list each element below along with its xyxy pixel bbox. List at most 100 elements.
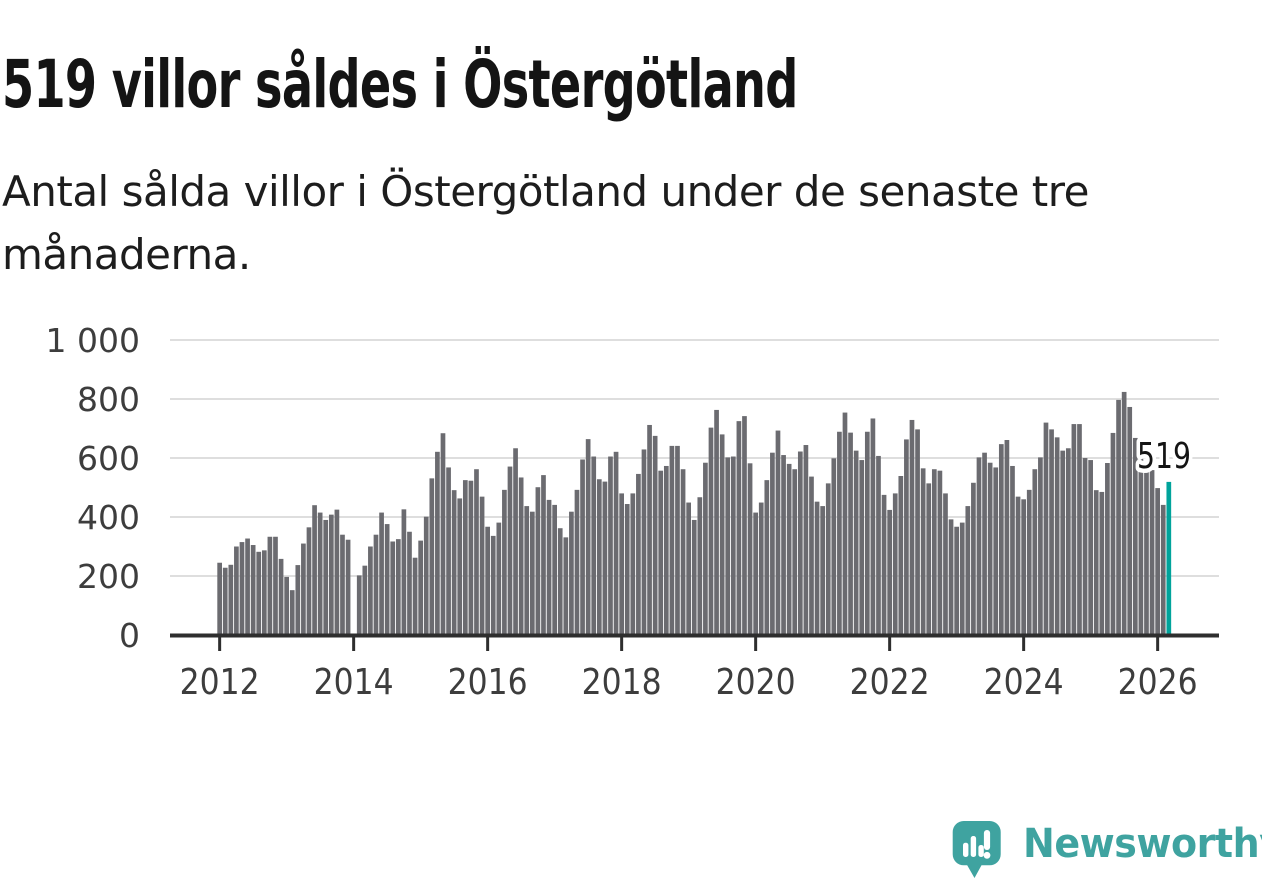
bar <box>931 469 937 635</box>
bar <box>379 512 384 635</box>
bar <box>479 496 485 635</box>
bar <box>496 522 502 635</box>
bar <box>1032 469 1038 635</box>
bar <box>937 470 943 635</box>
bar <box>1127 406 1133 635</box>
bar <box>267 536 273 635</box>
bar <box>993 467 999 635</box>
bar <box>340 534 345 635</box>
bar <box>1082 458 1088 635</box>
bar <box>373 534 379 635</box>
bar <box>306 527 312 635</box>
bar <box>926 483 932 635</box>
logo-bar-3 <box>978 845 984 857</box>
bar <box>1144 467 1149 635</box>
bar <box>1155 488 1160 635</box>
bar <box>976 457 982 635</box>
bar <box>730 456 736 635</box>
bar <box>820 506 825 635</box>
bar <box>853 450 859 636</box>
bar <box>636 473 641 635</box>
bar <box>647 424 652 635</box>
brand-footer: Newsworthy <box>945 808 1262 879</box>
bar <box>1060 450 1066 636</box>
bar <box>1065 448 1071 635</box>
bar <box>898 476 904 635</box>
bar <box>1010 465 1015 635</box>
x-tick-label: 2024 <box>984 662 1064 703</box>
bar <box>814 501 820 635</box>
bar <box>546 499 552 635</box>
bar <box>585 439 591 635</box>
bar <box>518 477 524 635</box>
bar <box>278 558 284 635</box>
y-tick-label: 800 <box>77 380 140 419</box>
bar <box>334 509 340 636</box>
bar <box>831 458 837 635</box>
bar <box>1093 490 1099 635</box>
bar <box>563 537 569 635</box>
bar <box>792 469 798 635</box>
bar <box>1049 429 1054 635</box>
bar <box>323 519 329 635</box>
bar <box>725 457 731 635</box>
bar <box>574 489 580 635</box>
bar <box>284 576 289 635</box>
bar <box>345 539 351 635</box>
bar <box>859 460 865 635</box>
bar <box>753 512 758 635</box>
bar <box>295 565 301 635</box>
bar <box>619 493 624 635</box>
bar <box>686 502 691 635</box>
bar <box>256 551 262 635</box>
bar <box>887 509 892 635</box>
bar <box>490 535 496 635</box>
bar <box>529 511 535 635</box>
x-tick-label: 2018 <box>582 662 662 703</box>
bar <box>1043 422 1049 635</box>
bar <box>758 502 764 635</box>
bar <box>809 476 814 635</box>
bar <box>462 480 468 636</box>
bar <box>261 550 267 635</box>
bar <box>1121 391 1127 635</box>
bar <box>507 466 513 635</box>
bar <box>451 490 457 635</box>
bar <box>245 538 250 635</box>
logo-bubble <box>952 821 1001 878</box>
x-tick-label: 2016 <box>448 662 528 703</box>
bar <box>356 575 362 635</box>
bar <box>1099 491 1105 635</box>
bar <box>485 526 490 636</box>
y-tick-label: 200 <box>77 557 140 596</box>
bar <box>384 524 390 635</box>
bar <box>580 459 585 635</box>
bar <box>965 506 971 635</box>
x-tick-label: 2026 <box>1118 662 1198 703</box>
bar <box>915 429 920 635</box>
bar <box>1149 470 1155 636</box>
bar <box>569 511 574 635</box>
bar <box>1015 496 1021 635</box>
bar <box>630 493 636 635</box>
bar <box>1026 489 1032 635</box>
bar <box>848 432 853 635</box>
x-tick-label: 2014 <box>314 662 394 703</box>
bar <box>412 557 418 635</box>
bar <box>797 451 803 635</box>
bar <box>691 519 697 635</box>
bar <box>870 418 876 635</box>
bar <box>624 504 630 635</box>
bar <box>842 412 848 635</box>
bar <box>390 541 396 636</box>
bar <box>954 526 959 636</box>
y-tick-label: 1 000 <box>46 321 140 360</box>
bar <box>1132 437 1138 635</box>
bar <box>641 449 647 635</box>
bar <box>1021 499 1026 635</box>
bar <box>513 448 518 635</box>
bar <box>680 469 686 635</box>
bar <box>998 444 1004 635</box>
bar <box>401 509 407 635</box>
